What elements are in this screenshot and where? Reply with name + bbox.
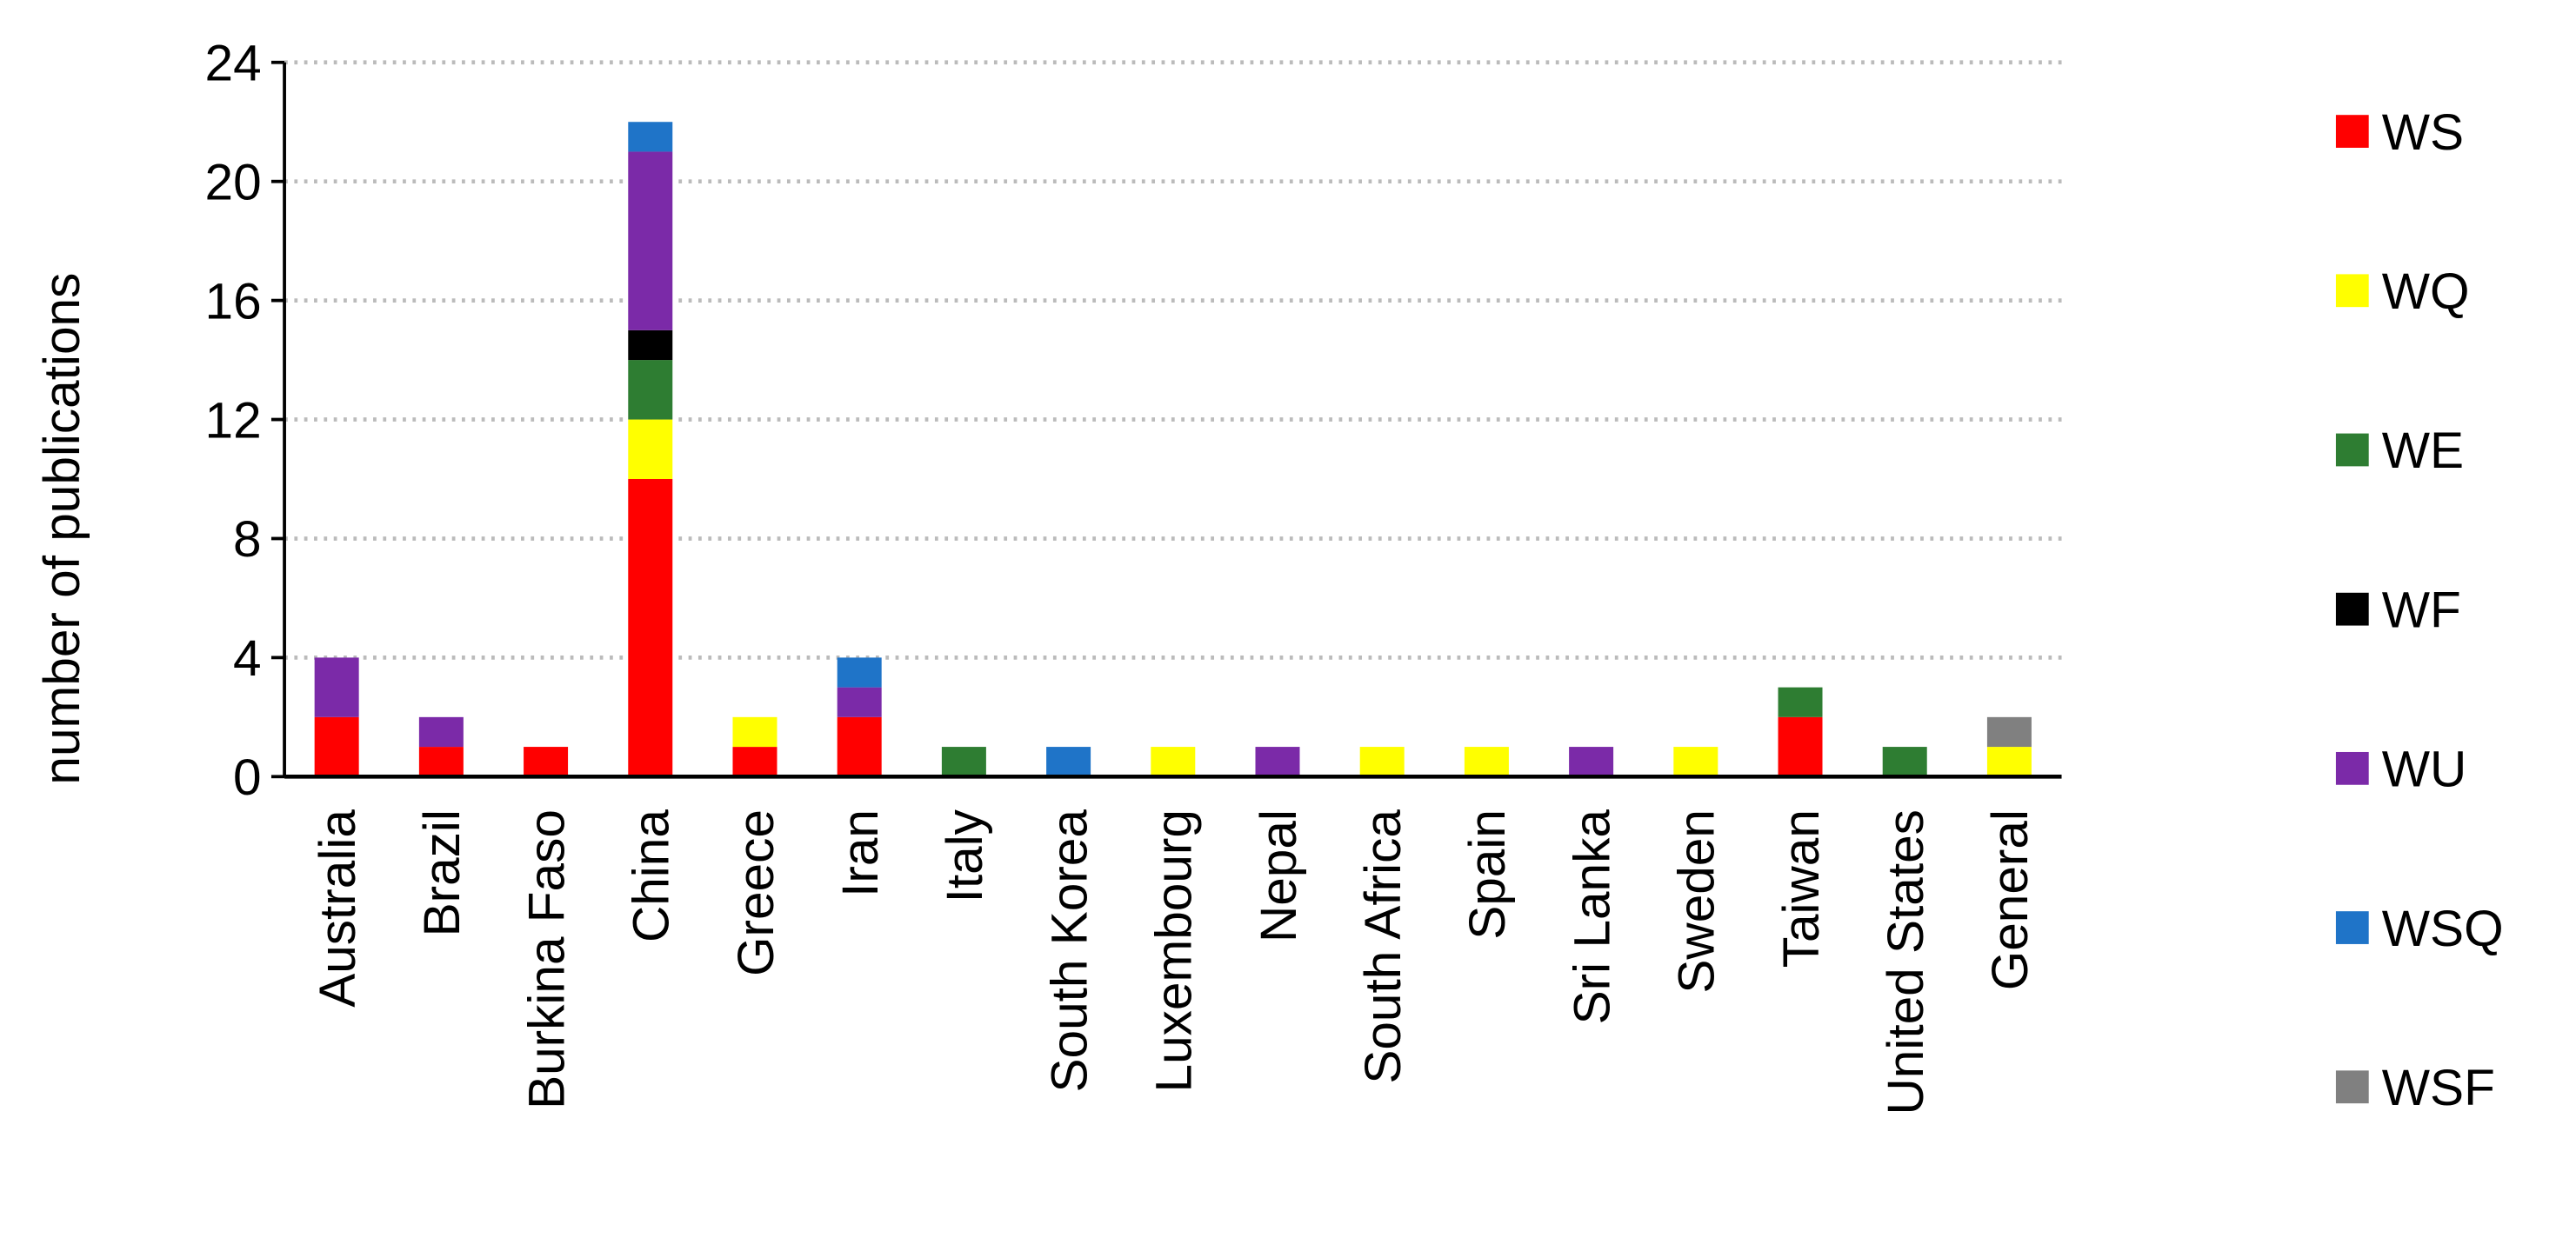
- x-tick-label: Burkina Faso: [518, 809, 575, 1109]
- bar-segment: [1986, 716, 2032, 748]
- legend-swatch: [2335, 115, 2369, 148]
- legend-swatch: [2335, 1070, 2369, 1104]
- bar-segment: [524, 747, 569, 777]
- x-tick-label: Nepal: [1251, 809, 1307, 942]
- bar-segment: [628, 419, 673, 479]
- legend-swatch: [2335, 911, 2369, 944]
- bar-segment: [314, 716, 359, 777]
- y-axis-label: number of publications: [34, 273, 90, 785]
- bar-segment: [628, 151, 673, 330]
- x-tick-label: Sweden: [1669, 809, 1725, 994]
- x-tick-label: Iran: [832, 809, 889, 897]
- bar-segment: [1673, 747, 1718, 777]
- bar-segment: [1882, 747, 1927, 777]
- y-tick-label: 4: [233, 630, 262, 687]
- x-tick-label: Sri Lanka: [1564, 809, 1620, 1025]
- legend-label: WU: [2382, 742, 2467, 798]
- y-tick-label: 20: [205, 154, 262, 210]
- bar-segment: [314, 657, 359, 717]
- x-tick-label: General: [1982, 809, 2039, 990]
- bar-segment: [1986, 747, 2032, 777]
- x-tick-label: Italy: [937, 809, 993, 902]
- y-tick-label: 8: [233, 511, 262, 568]
- bar-segment: [1359, 747, 1405, 777]
- x-tick-label: United States: [1878, 809, 1934, 1115]
- x-tick-label: Brazil: [414, 809, 470, 936]
- bar-segment: [1569, 747, 1614, 777]
- bar-segment: [628, 478, 673, 777]
- bar-segment: [837, 657, 882, 688]
- bar-segment: [418, 716, 464, 748]
- legend-swatch: [2335, 274, 2369, 308]
- y-tick-label: 12: [205, 392, 262, 449]
- bar-segment: [418, 747, 464, 777]
- bar-segment: [1778, 687, 1823, 717]
- bar-segment: [628, 329, 673, 361]
- bar-segment: [732, 747, 777, 777]
- bar-segment: [1464, 747, 1509, 777]
- legend-label: WS: [2382, 104, 2464, 161]
- legend-label: WE: [2382, 423, 2464, 479]
- x-tick-label: Greece: [728, 809, 784, 976]
- bar-segment: [941, 747, 986, 777]
- legend-swatch: [2335, 751, 2369, 785]
- bar-segment: [1046, 747, 1091, 777]
- y-tick-label: 0: [233, 749, 262, 806]
- y-tick-label: 24: [205, 36, 262, 92]
- x-tick-label: Luxembourg: [1146, 809, 1203, 1092]
- legend-label: WSQ: [2382, 901, 2504, 957]
- x-tick-label: China: [624, 809, 680, 942]
- bar-segment: [628, 360, 673, 420]
- x-tick-label: South Africa: [1355, 809, 1411, 1084]
- bar-segment: [732, 716, 777, 748]
- x-tick-label: Australia: [310, 809, 366, 1008]
- bar-segment: [837, 716, 882, 777]
- legend-label: WF: [2382, 582, 2461, 638]
- legend-label: WSF: [2382, 1060, 2495, 1116]
- bar-segment: [628, 122, 673, 152]
- bar-segment: [837, 687, 882, 717]
- x-tick-label: South Korea: [1041, 809, 1098, 1093]
- bar-segment: [1151, 747, 1196, 777]
- x-tick-label: Spain: [1459, 809, 1516, 940]
- bar-segment: [1255, 747, 1300, 777]
- x-tick-label: Taiwan: [1773, 809, 1830, 968]
- legend-label: WQ: [2382, 263, 2470, 320]
- legend-swatch: [2335, 433, 2369, 467]
- legend-swatch: [2335, 592, 2369, 626]
- bar-segment: [1778, 716, 1823, 777]
- y-tick-label: 16: [205, 273, 262, 329]
